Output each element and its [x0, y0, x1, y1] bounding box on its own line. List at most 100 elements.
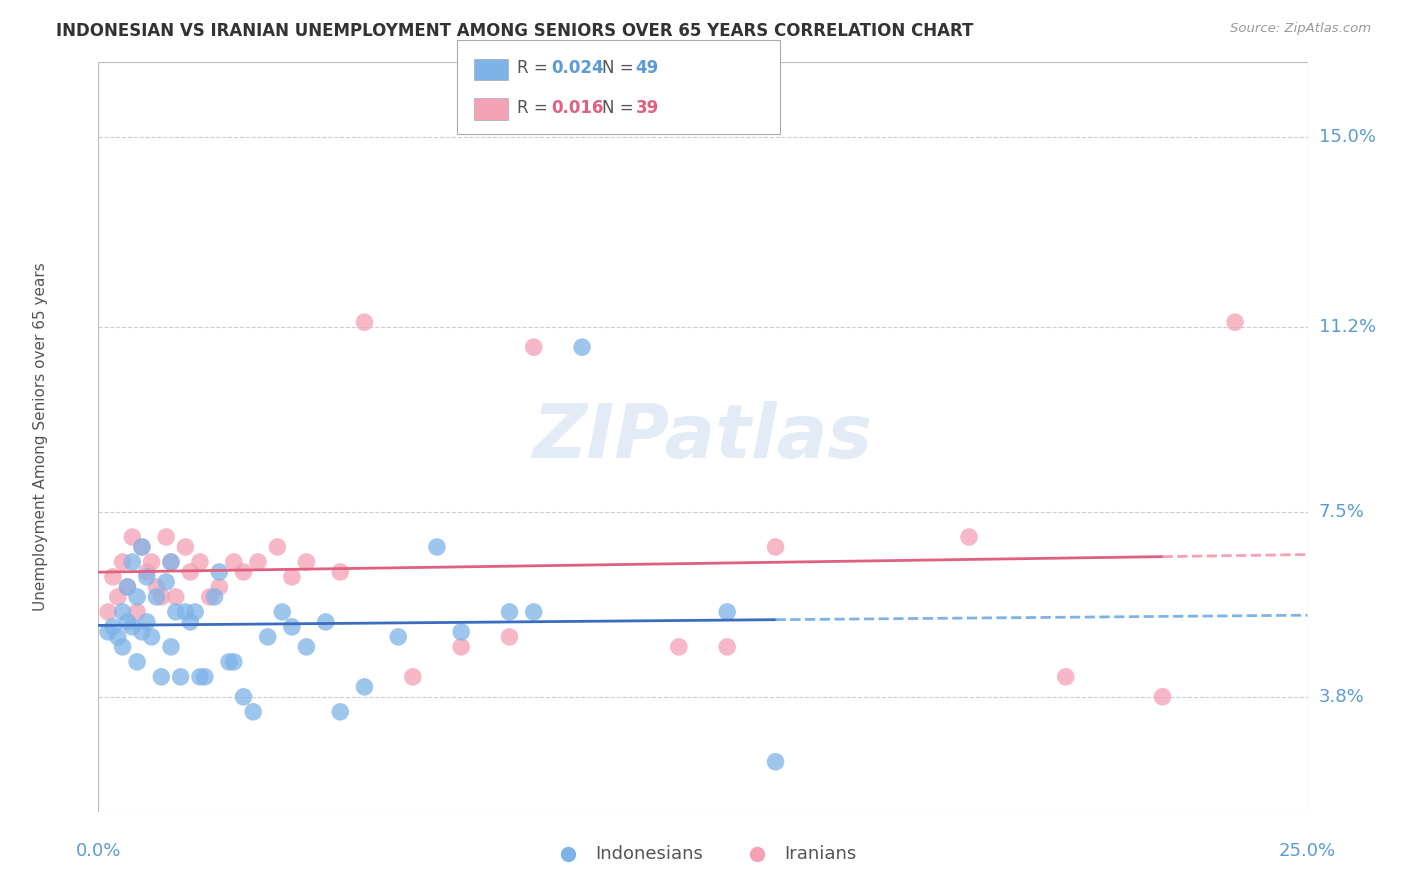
Point [498, 630, 520, 644]
Point [121, 620, 143, 634]
Point [160, 640, 183, 654]
Point [160, 555, 183, 569]
Point [141, 630, 163, 644]
Point [1152, 690, 1174, 704]
Text: R =: R = [517, 99, 554, 117]
Point [174, 605, 197, 619]
Point [131, 624, 153, 639]
Point [281, 570, 304, 584]
Text: N =: N = [602, 60, 638, 78]
Point [135, 565, 157, 579]
Point [165, 605, 187, 619]
Point [402, 670, 425, 684]
Point [256, 630, 278, 644]
Point [174, 540, 197, 554]
Point [101, 620, 124, 634]
Point [150, 670, 173, 684]
Text: 7.5%: 7.5% [1319, 503, 1365, 521]
Point [668, 640, 690, 654]
Point [295, 640, 318, 654]
Legend: Indonesians, Iranians: Indonesians, Iranians [543, 838, 863, 870]
Text: 25.0%: 25.0% [1279, 842, 1336, 860]
Point [121, 555, 143, 569]
Point [222, 655, 245, 669]
Point [101, 570, 124, 584]
Point [97, 624, 120, 639]
Point [111, 555, 134, 569]
Text: ZIPatlas: ZIPatlas [533, 401, 873, 474]
Point [957, 530, 980, 544]
Point [198, 590, 221, 604]
Point [271, 605, 294, 619]
Point [145, 580, 167, 594]
Point [208, 565, 231, 579]
Point [281, 620, 304, 634]
Point [179, 615, 201, 629]
Text: R =: R = [517, 60, 554, 78]
Point [498, 605, 520, 619]
Point [135, 570, 157, 584]
Point [107, 590, 129, 604]
Point [232, 565, 254, 579]
Point [117, 580, 139, 594]
Point [1054, 670, 1077, 684]
Point [127, 655, 149, 669]
Text: INDONESIAN VS IRANIAN UNEMPLOYMENT AMONG SENIORS OVER 65 YEARS CORRELATION CHART: INDONESIAN VS IRANIAN UNEMPLOYMENT AMONG… [56, 22, 973, 40]
Point [426, 540, 449, 554]
Point [184, 605, 207, 619]
Text: 0.024: 0.024 [551, 60, 603, 78]
Point [135, 615, 157, 629]
Point [218, 655, 240, 669]
Point [117, 615, 139, 629]
Point [523, 605, 546, 619]
Point [765, 755, 787, 769]
Point [127, 605, 149, 619]
Point [169, 670, 191, 684]
Point [329, 565, 352, 579]
Text: 15.0%: 15.0% [1319, 128, 1375, 146]
Point [353, 315, 375, 329]
Point [765, 540, 787, 554]
Point [716, 605, 738, 619]
Point [111, 640, 134, 654]
Text: Source: ZipAtlas.com: Source: ZipAtlas.com [1230, 22, 1371, 36]
Point [232, 690, 254, 704]
Point [353, 680, 375, 694]
Text: 0.016: 0.016 [551, 99, 603, 117]
Point [188, 555, 211, 569]
Text: 0.0%: 0.0% [76, 842, 121, 860]
Point [150, 590, 173, 604]
Point [188, 670, 211, 684]
Point [204, 590, 226, 604]
Point [97, 605, 120, 619]
Text: 39: 39 [636, 99, 659, 117]
Point [111, 605, 134, 619]
Text: 11.2%: 11.2% [1319, 318, 1376, 336]
Text: 3.8%: 3.8% [1319, 688, 1364, 706]
Point [266, 540, 288, 554]
Point [329, 705, 352, 719]
Point [131, 540, 153, 554]
Point [179, 565, 201, 579]
Point [117, 580, 139, 594]
Point [208, 580, 231, 594]
Point [295, 555, 318, 569]
Point [141, 555, 163, 569]
Point [165, 590, 187, 604]
Point [222, 555, 245, 569]
Point [1223, 315, 1246, 329]
Point [315, 615, 337, 629]
Point [450, 624, 472, 639]
Point [131, 540, 153, 554]
Point [160, 555, 183, 569]
Text: N =: N = [602, 99, 638, 117]
Point [194, 670, 217, 684]
Point [155, 530, 177, 544]
Point [127, 590, 149, 604]
Point [155, 574, 177, 589]
Point [107, 630, 129, 644]
Point [571, 340, 593, 354]
Point [387, 630, 409, 644]
Text: 49: 49 [636, 60, 659, 78]
Point [145, 590, 167, 604]
